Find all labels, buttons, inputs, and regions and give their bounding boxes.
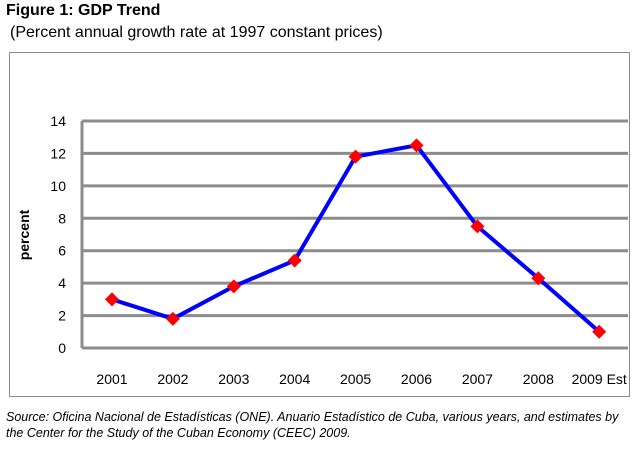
x-tick-label: 2002 (157, 371, 188, 387)
data-point (470, 219, 485, 234)
x-tick-label: 2006 (401, 371, 432, 387)
chart-subtitle: (Percent annual growth rate at 1997 cons… (10, 24, 383, 41)
x-tick-label: 2005 (340, 371, 371, 387)
x-tick-label: 2007 (462, 371, 493, 387)
y-tick-label: 10 (50, 178, 66, 194)
y-tick-label: 2 (58, 308, 66, 324)
data-point (226, 279, 241, 294)
y-tick-label: 6 (58, 243, 66, 259)
y-tick-label: 14 (50, 113, 66, 129)
x-tick-label: 2003 (218, 371, 249, 387)
x-tick-label: 2001 (96, 371, 127, 387)
data-point (592, 324, 607, 339)
y-tick-label: 12 (50, 145, 66, 161)
series-line (111, 143, 601, 334)
y-tick-label: 8 (58, 210, 66, 226)
data-point (409, 138, 424, 153)
x-tick-label: 2009 Est (572, 371, 627, 387)
y-tick-label: 0 (58, 340, 66, 356)
data-point (531, 271, 546, 286)
chart-frame (9, 52, 630, 397)
x-tick-label: 2008 (523, 371, 554, 387)
y-tick-label: 4 (58, 275, 66, 291)
data-point (287, 253, 302, 268)
y-axis-label: percent (16, 209, 32, 260)
data-point (105, 292, 119, 307)
source-note: Source: Oficina Nacional de Estadísticas… (6, 410, 619, 440)
x-tick-label: 2004 (279, 371, 310, 387)
data-point (165, 311, 180, 326)
chart-title: Figure 1: GDP Trend (6, 2, 161, 19)
data-point (348, 149, 363, 164)
